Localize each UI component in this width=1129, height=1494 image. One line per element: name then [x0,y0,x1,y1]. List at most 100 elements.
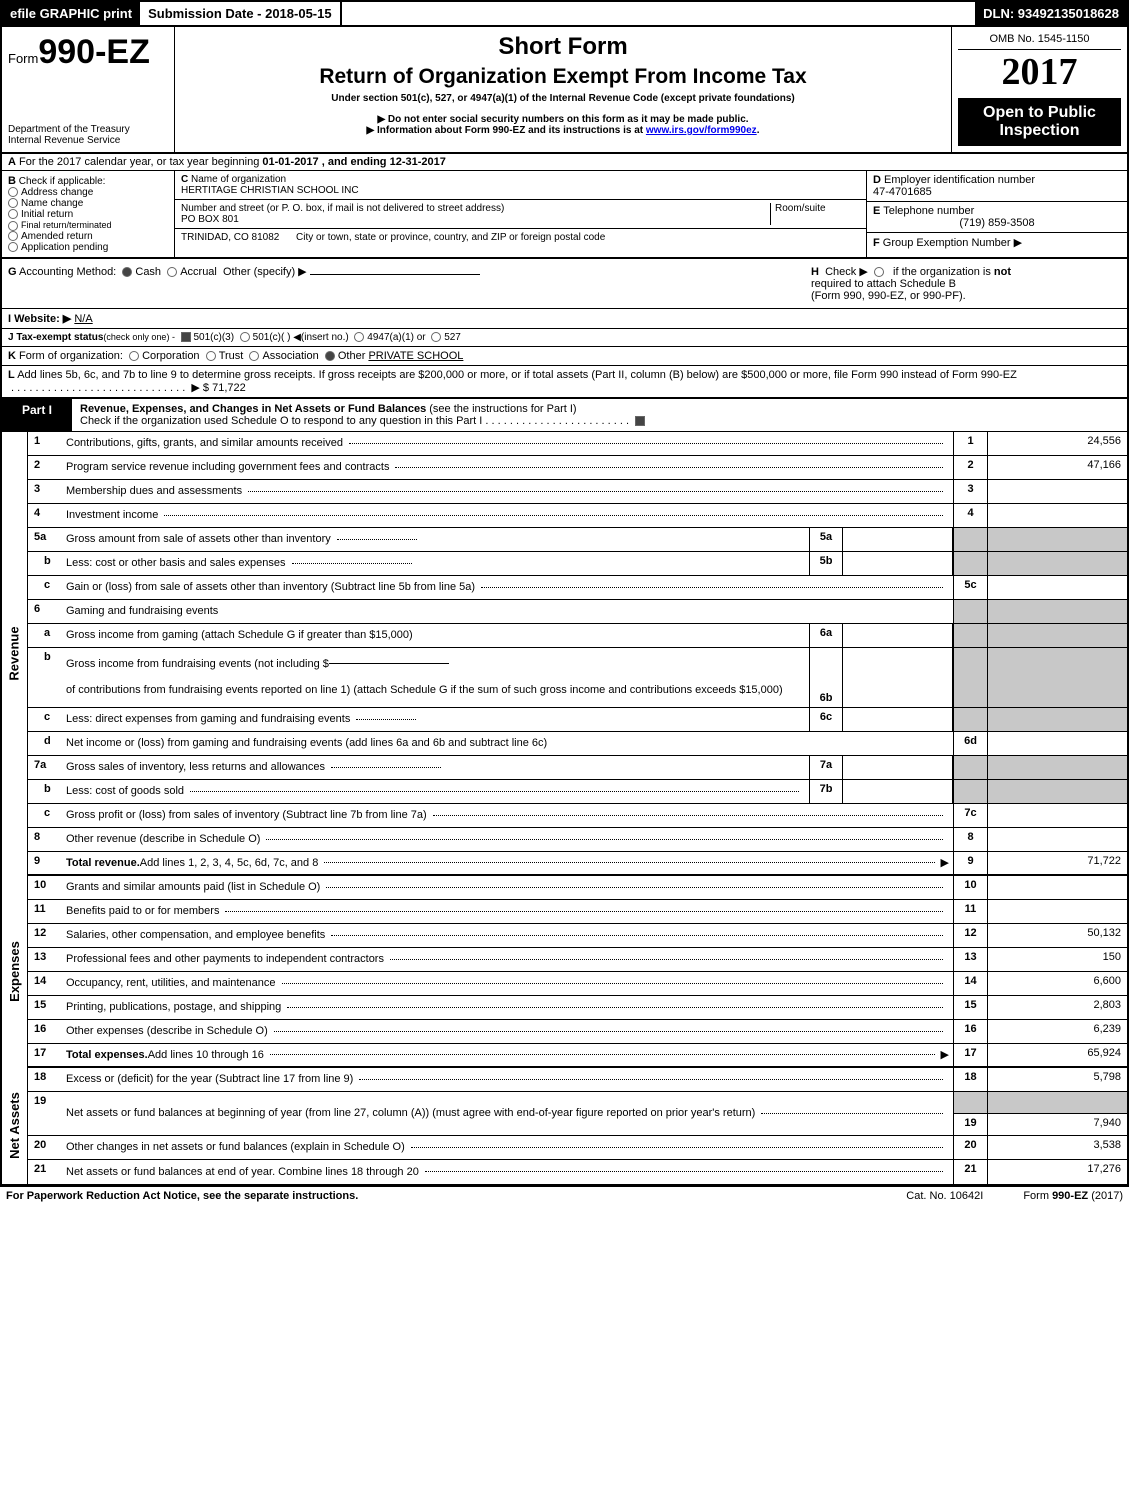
501c3-checkbox[interactable] [181,332,191,342]
line-12-desc: Salaries, other compensation, and employ… [66,929,325,941]
line-2-rnum: 2 [953,456,987,479]
submission-date: Submission Date - 2018-05-15 [140,2,342,25]
line-2-desc: Program service revenue including govern… [66,461,389,473]
section-h: H Check ▶ if the organization is not req… [811,265,1121,302]
line-9-rnum: 9 [953,852,987,874]
org-name-value: HERTITAGE CHRISTIAN SCHOOL INC [181,185,359,196]
cash-radio[interactable] [122,267,132,277]
initial-return-radio[interactable] [8,209,18,219]
line-14: 14 Occupancy, rent, utilities, and maint… [28,972,1127,996]
line-5b-rnum-shaded [953,552,987,575]
4947-radio[interactable] [354,332,364,342]
application-pending-label: Application pending [21,242,108,253]
line-7c-rnum: 7c [953,804,987,827]
irs-link[interactable]: www.irs.gov/form990ez [646,125,757,136]
line-6c-midval [843,708,953,731]
line-7a-rnum-shaded [953,756,987,779]
omb-number: OMB No. 1545-1150 [958,33,1121,50]
gross-receipts-value: $ 71,722 [203,382,246,394]
line-6c: c Less: direct expenses from gaming and … [28,708,1127,732]
section-l-label: L [8,369,15,381]
final-return-radio[interactable] [8,221,18,231]
part-1-note: (see the instructions for Part I) [429,403,576,415]
application-pending-radio[interactable] [8,242,18,252]
address-change-label: Address change [21,187,93,198]
tax-exempt-label: J Tax-exempt status [8,332,103,343]
527-radio[interactable] [431,332,441,342]
line-6b-amount-input[interactable] [329,663,449,664]
part-1-title: Revenue, Expenses, and Changes in Net As… [80,403,426,415]
line-19-rval-shaded [987,1092,1127,1114]
revenue-sidebar-label: Revenue [7,627,22,681]
line-15-num: 15 [28,996,62,1019]
line-21-rnum: 21 [953,1160,987,1184]
line-6d-rnum: 6d [953,732,987,755]
schedule-o-checkbox[interactable] [635,416,645,426]
line-13-num: 13 [28,948,62,971]
association-radio[interactable] [249,351,259,361]
line-7a-midval [843,756,953,779]
line-9-desc-bold: Total revenue. [66,857,140,869]
line-9-value: 71,722 [987,852,1127,874]
schedule-b-radio[interactable] [874,267,884,277]
room-suite-label: Room/suite [775,203,826,214]
line-19: 19 Net assets or fund balances at beginn… [28,1092,1127,1136]
501c-radio[interactable] [240,332,250,342]
other-specify-input[interactable] [310,274,480,275]
subtitle: Under section 501(c), 527, or 4947(a)(1)… [181,93,945,104]
other-org-radio[interactable] [325,351,335,361]
line-4-num: 4 [28,504,62,527]
line-6a-rnum-shaded [953,624,987,647]
section-b-label: B [8,175,16,187]
other-org-label: Other [338,350,366,362]
line-7b-midval [843,780,953,803]
line-10: 10 Grants and similar amounts paid (list… [28,876,1127,900]
line-6a-midval [843,624,953,647]
line-17-rnum: 17 [953,1044,987,1066]
name-change-radio[interactable] [8,198,18,208]
line-4-desc: Investment income [66,509,158,521]
line-9-num: 9 [28,852,62,874]
section-h-label: H [811,266,819,278]
line-7a-desc: Gross sales of inventory, less returns a… [66,761,325,773]
trust-radio[interactable] [206,351,216,361]
expenses-section: Expenses 10 Grants and similar amounts p… [0,876,1129,1068]
phone-label: Telephone number [883,205,974,217]
form-header: Form990-EZ Department of the Treasury In… [0,27,1129,154]
tax-year-begin: 01-01-2017 [262,156,318,168]
line-6c-desc: Less: direct expenses from gaming and fu… [66,713,350,725]
line-4: 4 Investment income 4 [28,504,1127,528]
line-5a-rnum-shaded [953,528,987,551]
line-12-rnum: 12 [953,924,987,947]
line-6b-desc1: Gross income from fundraising events (no… [66,658,329,670]
line-6: 6 Gaming and fundraising events [28,600,1127,624]
line-6c-rnum-shaded [953,708,987,731]
line-16-num: 16 [28,1020,62,1043]
line-6a: a Gross income from gaming (attach Sched… [28,624,1127,648]
amended-return-radio[interactable] [8,231,18,241]
dln-number: DLN: 93492135018628 [975,2,1127,25]
line-17-desc-bold: Total expenses. [66,1049,148,1061]
line-18-value: 5,798 [987,1068,1127,1091]
form-of-org-label: Form of organization: [19,350,123,362]
paperwork-notice: For Paperwork Reduction Act Notice, see … [6,1190,358,1202]
department-info: Department of the Treasury Internal Reve… [8,124,168,146]
line-19-rnum: 19 [953,1114,987,1136]
line-6d-desc: Net income or (loss) from gaming and fun… [66,737,547,749]
line-14-rnum: 14 [953,972,987,995]
corporation-label: Corporation [142,350,199,362]
expenses-sidebar-label: Expenses [7,941,22,1002]
line-5a-midval [843,528,953,551]
section-a-pre: For the 2017 calendar year, or tax year … [19,156,262,168]
line-19-rnum-shaded [953,1092,987,1114]
header-center-col: Short Form Return of Organization Exempt… [175,27,952,152]
line-6a-midnum: 6a [809,624,843,647]
address-change-radio[interactable] [8,187,18,197]
line-7b-midnum: 7b [809,780,843,803]
line-5c-desc: Gain or (loss) from sale of assets other… [66,581,475,593]
corporation-radio[interactable] [129,351,139,361]
section-c: C Name of organization HERTITAGE CHRISTI… [175,171,867,257]
line-20-num: 20 [28,1136,62,1159]
accrual-radio[interactable] [167,267,177,277]
line-7c-num: c [28,804,62,827]
